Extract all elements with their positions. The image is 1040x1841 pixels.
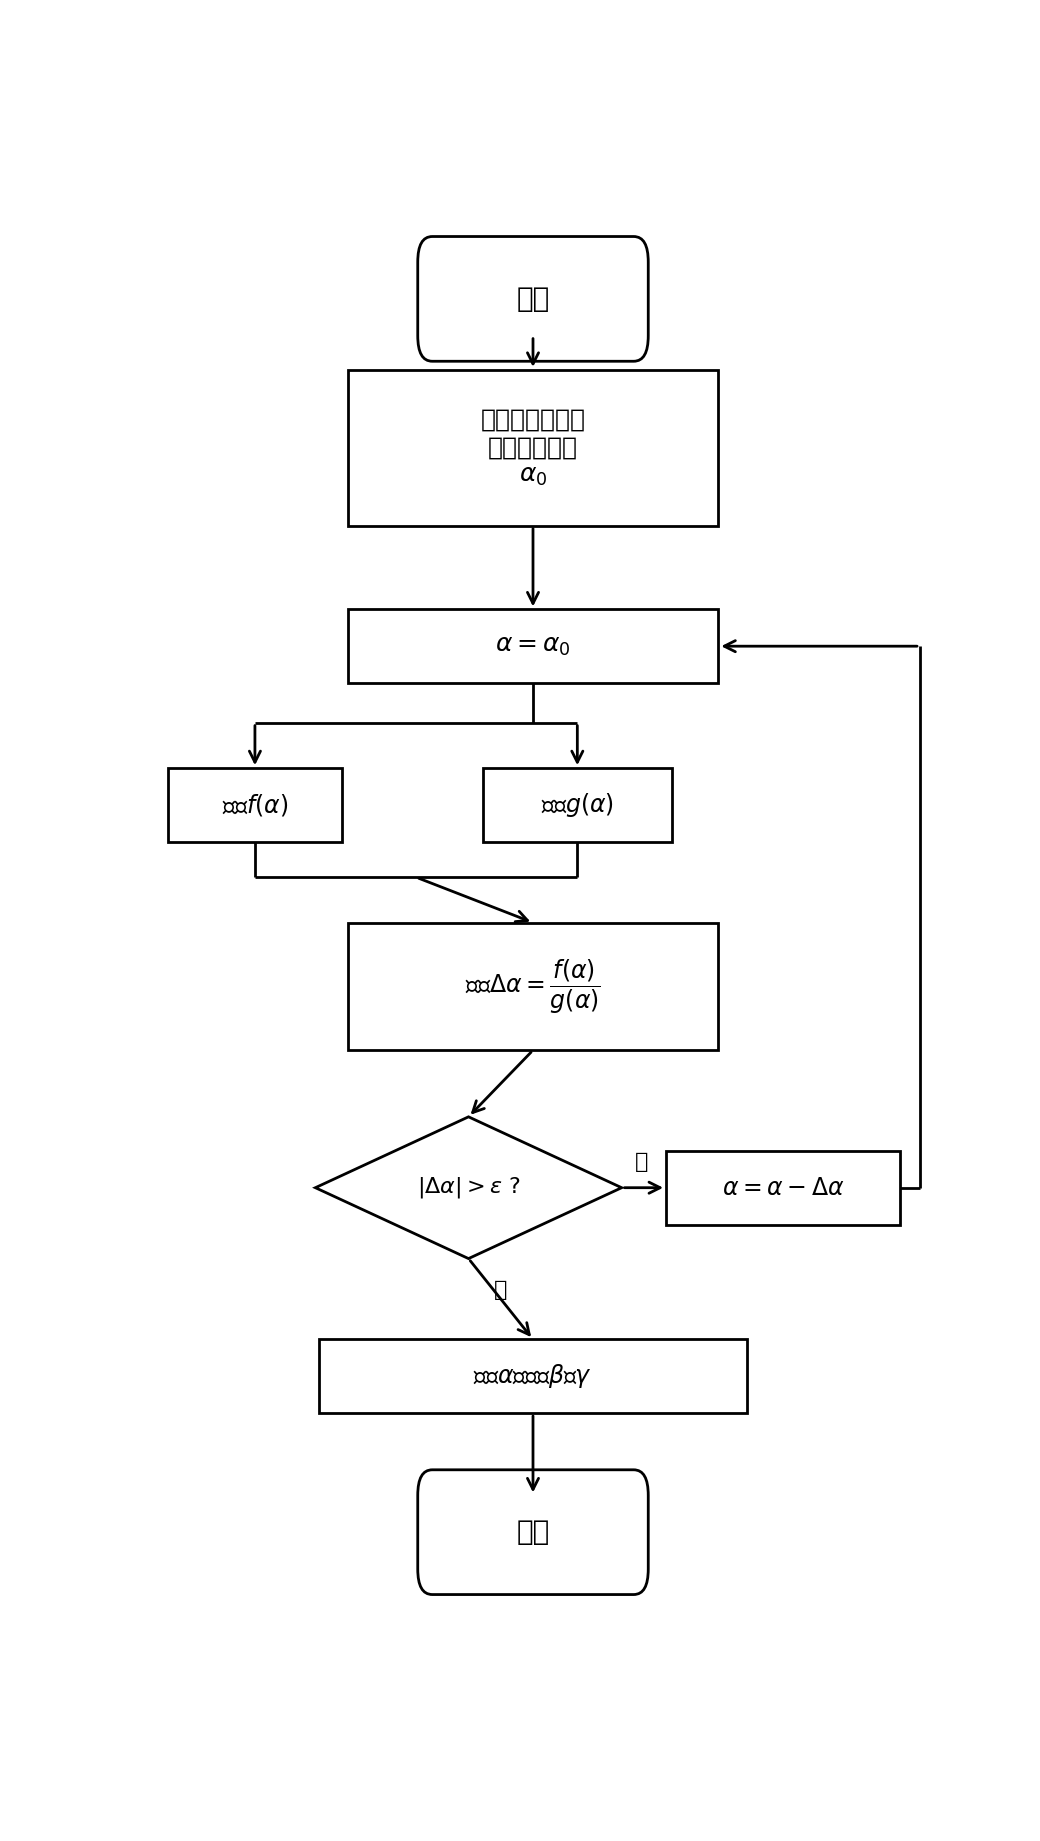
Text: 是: 是	[635, 1152, 649, 1173]
Text: $|\Delta\alpha| > \varepsilon$ ?: $|\Delta\alpha| > \varepsilon$ ?	[417, 1175, 520, 1200]
Text: 结束: 结束	[517, 1519, 549, 1546]
FancyBboxPatch shape	[418, 1469, 648, 1594]
Text: 否: 否	[494, 1279, 508, 1300]
Text: 计算$\Delta\alpha = \dfrac{f(\alpha)}{g(\alpha)}$: 计算$\Delta\alpha = \dfrac{f(\alpha)}{g(\a…	[465, 957, 601, 1016]
Text: $\alpha = \alpha - \Delta\alpha$: $\alpha = \alpha - \Delta\alpha$	[722, 1176, 844, 1200]
Bar	[319, 1340, 747, 1414]
Bar	[347, 922, 719, 1049]
Bar	[168, 768, 341, 841]
Bar	[483, 768, 672, 841]
Text: 根据$\alpha$，计算$\beta$和$\gamma$: 根据$\alpha$，计算$\beta$和$\gamma$	[473, 1362, 593, 1390]
Bar	[347, 370, 719, 527]
Text: 开始: 开始	[517, 285, 549, 313]
FancyBboxPatch shape	[418, 236, 648, 361]
Text: 计算$f(\alpha)$: 计算$f(\alpha)$	[222, 792, 288, 817]
Text: 计算$g(\alpha)$: 计算$g(\alpha)$	[541, 792, 614, 819]
Text: 用线性插值算法
求解方程的根
$\alpha_0$: 用线性插值算法 求解方程的根 $\alpha_0$	[480, 407, 586, 488]
Text: $\alpha = \alpha_0$: $\alpha = \alpha_0$	[495, 633, 571, 659]
Bar	[347, 609, 719, 683]
Bar	[666, 1151, 900, 1224]
Polygon shape	[315, 1117, 622, 1259]
